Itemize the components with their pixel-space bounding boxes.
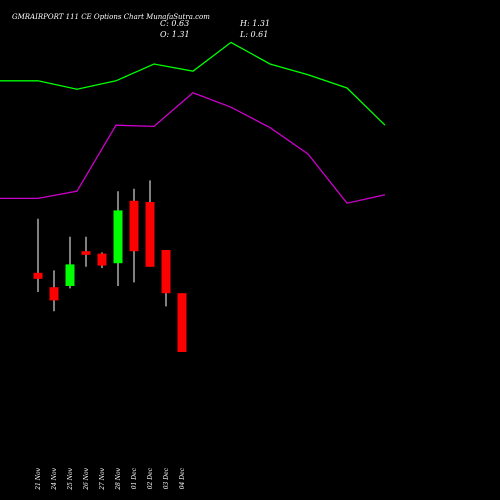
x-axis-ticks: 21 Nov 24 Nov 25 Nov 26 Nov 27 Nov 28 Nov 01 D… [35, 467, 186, 490]
candle-body [145, 202, 155, 267]
candle-body [81, 251, 91, 255]
candle [49, 270, 59, 312]
x-tick-label: 26 Nov [83, 467, 90, 490]
x-tick-label: 24 Nov [51, 467, 58, 490]
chart-title: GMRAIRPORT 111 CE Options Chart MunafaSu… [12, 13, 210, 21]
candle [33, 218, 43, 292]
x-tick-label: 03 Dec [163, 467, 170, 489]
candle [113, 191, 123, 286]
x-tick-label: 04 Dec [179, 467, 186, 489]
candle-body [97, 253, 107, 266]
candle-body [113, 210, 123, 264]
x-tick-label: 28 Nov [115, 467, 122, 490]
candles [33, 180, 187, 352]
x-tick-label: 27 Nov [99, 467, 106, 490]
band-lines [0, 41, 386, 204]
candle [81, 236, 91, 267]
candle [97, 252, 107, 268]
candle [129, 188, 139, 283]
candle [177, 293, 187, 352]
x-tick-label: 21 Nov [35, 467, 42, 490]
lower-band-line [0, 92, 386, 204]
candle-body [33, 272, 43, 279]
open-readout: O: 1.31 [160, 30, 190, 39]
x-tick-label: 01 Dec [131, 467, 138, 489]
candle-body [129, 200, 139, 252]
candle [145, 180, 155, 267]
close-readout: C: 0.63 [160, 19, 189, 28]
high-readout: H: 1.31 [239, 19, 270, 28]
low-readout: L: 0.61 [239, 30, 268, 39]
upper-band-line [0, 41, 386, 126]
candle-body [65, 264, 75, 286]
candle-body [177, 293, 187, 352]
x-tick-label: 02 Dec [147, 467, 154, 489]
candle-body [161, 250, 171, 294]
candle [161, 250, 171, 307]
candle [65, 236, 75, 289]
x-tick-label: 25 Nov [67, 467, 74, 490]
candle-body [49, 287, 59, 301]
